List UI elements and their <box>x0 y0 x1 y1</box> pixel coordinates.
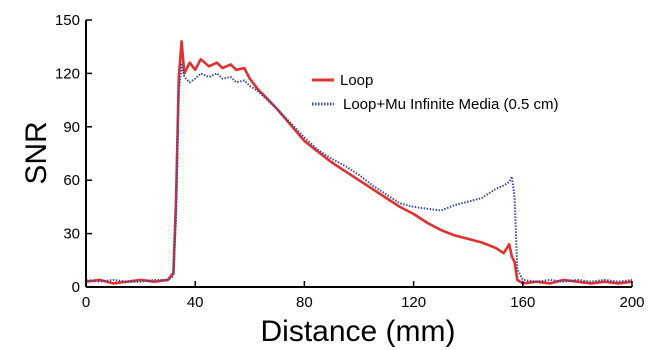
series-line-0 <box>85 40 633 285</box>
x-axis-label: Distance (mm) <box>260 315 455 348</box>
y-tick-label-30: 30 <box>63 226 80 243</box>
legend-label-0: Loop <box>340 72 373 89</box>
y-tick-label-60: 60 <box>63 172 80 189</box>
legend-label-1: Loop+Mu Infinite Media (0.5 cm) <box>343 96 559 113</box>
y-axis-label: SNR <box>20 121 53 184</box>
x-axis: 0 40 80 120 160 200 <box>82 281 645 311</box>
y-tick-label-90: 90 <box>63 119 80 136</box>
x-tick-label-120: 120 <box>401 294 426 311</box>
x-tick-label-80: 80 <box>296 294 313 311</box>
x-tick-label-40: 40 <box>187 294 204 311</box>
x-tick-label-200: 200 <box>619 294 644 311</box>
y-tick-label-150: 150 <box>55 12 80 29</box>
x-tick-label-160: 160 <box>510 294 535 311</box>
plot-series <box>85 40 633 285</box>
series-line-1 <box>85 63 633 283</box>
y-tick-label-120: 120 <box>55 65 80 82</box>
y-tick-label-0: 0 <box>72 279 80 296</box>
x-tick-label-0: 0 <box>82 294 90 311</box>
y-axis: 0 30 60 90 120 150 <box>55 12 92 296</box>
legend: Loop Loop+Mu Infinite Media (0.5 cm) <box>312 72 559 113</box>
